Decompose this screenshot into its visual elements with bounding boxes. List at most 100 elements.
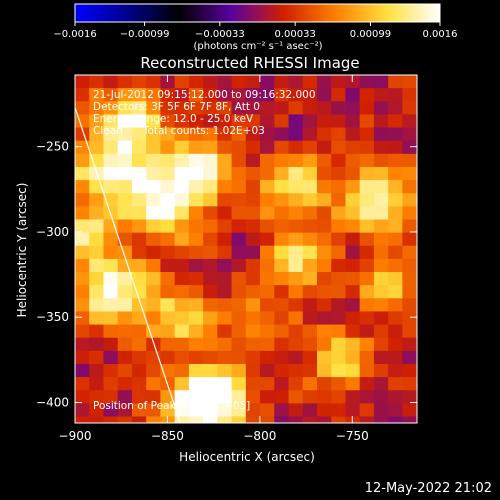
heatmap-cell	[331, 272, 347, 286]
heatmap-cell	[373, 403, 389, 418]
heatmap-cell	[274, 88, 290, 102]
heatmap-cell	[359, 127, 375, 142]
heatmap-cell	[388, 127, 403, 142]
heatmap-cell	[388, 245, 403, 260]
heatmap-cell	[188, 180, 204, 194]
heatmap-cell	[402, 285, 417, 299]
heatmap-cell	[231, 272, 247, 286]
heatmap-cell	[231, 377, 247, 391]
heatmap-cell	[75, 272, 90, 286]
heatmap-cell	[89, 245, 105, 260]
heatmap-cell	[160, 390, 176, 404]
heatmap-cell	[131, 193, 147, 207]
heatmap-cell	[416, 180, 417, 194]
heatmap-cell	[274, 324, 290, 339]
heatmap-cell	[188, 285, 204, 299]
heatmap-cell	[316, 180, 332, 194]
heatmap-cell	[316, 127, 332, 142]
heatmap-cell	[373, 363, 389, 378]
heatmap-cell	[174, 403, 190, 418]
heatmap-cell	[89, 324, 105, 339]
heatmap-cell	[316, 285, 332, 299]
heatmap-cell	[103, 245, 119, 260]
colorbar	[74, 3, 441, 23]
heatmap-cell	[89, 219, 105, 234]
heatmap-cell	[117, 285, 133, 299]
heatmap-cell	[388, 114, 403, 129]
heatmap-cell	[75, 206, 90, 221]
heatmap-cell	[160, 311, 176, 326]
heatmap-cell	[188, 127, 204, 142]
heatmap-cell	[274, 311, 290, 326]
heatmap-cell	[103, 232, 119, 247]
heatmap-cell	[174, 298, 190, 313]
y-tick-label: −300	[36, 225, 69, 239]
heatmap-cell	[174, 180, 190, 194]
heatmap-cell	[174, 88, 190, 102]
heatmap-cell	[302, 166, 318, 181]
heatmap-cell	[331, 337, 347, 352]
heatmap-cell	[160, 245, 176, 260]
heatmap-cell	[402, 377, 417, 391]
heatmap-cell	[75, 377, 90, 391]
heatmap-cell	[416, 166, 417, 181]
heatmap-cell	[174, 350, 190, 365]
heatmap-cell	[302, 153, 318, 168]
heatmap-cell	[345, 101, 361, 116]
heatmap-cell	[359, 245, 375, 260]
heatmap-cell	[117, 272, 133, 286]
heatmap-cell	[388, 88, 403, 102]
annotation-time-range: 21-Jul-2012 09:15:12.000 to 09:16:32.000	[93, 89, 316, 101]
heatmap-cell	[188, 153, 204, 168]
heatmap-cell	[331, 114, 347, 129]
heatmap-cell	[416, 219, 417, 234]
heatmap-cell	[103, 127, 119, 142]
heatmap-cell	[146, 416, 162, 423]
heatmap-cell	[316, 272, 332, 286]
heatmap-cell	[160, 350, 176, 365]
heatmap-cell	[160, 206, 176, 221]
heatmap-cell	[103, 324, 119, 339]
heatmap-cell	[75, 180, 90, 194]
colorbar-tick-label: 0.0016	[423, 29, 458, 40]
heatmap-cell	[288, 206, 304, 221]
heatmap-cell	[188, 193, 204, 207]
heatmap-cell	[117, 232, 133, 247]
heatmap-cell	[388, 180, 403, 194]
heatmap-cell	[402, 180, 417, 194]
heatmap-cell	[373, 324, 389, 339]
heatmap-cell	[217, 101, 233, 116]
heatmap-cell	[416, 337, 417, 352]
heatmap-cell	[402, 219, 417, 234]
heatmap-cell	[188, 232, 204, 247]
heatmap-cell	[117, 193, 133, 207]
heatmap-cell	[402, 416, 417, 423]
heatmap-cell	[260, 206, 275, 221]
heatmap-cell	[188, 403, 204, 418]
heatmap-cell	[203, 127, 218, 142]
heatmap-cell	[188, 272, 204, 286]
y-tick-label: −350	[36, 310, 69, 324]
heatmap-cell	[160, 140, 176, 155]
heatmap-cell	[345, 311, 361, 326]
heatmap-cell	[131, 140, 147, 155]
heatmap-cell	[302, 180, 318, 194]
heatmap-cell	[117, 350, 133, 365]
heatmap-cell	[302, 193, 318, 207]
heatmap-cell	[345, 416, 361, 423]
heatmap-cell	[217, 350, 233, 365]
heatmap-cell	[131, 377, 147, 391]
heatmap-cell	[174, 258, 190, 273]
colorbar-unit-label: (photons cm⁻² s⁻¹ asec⁻²)	[193, 41, 322, 52]
heatmap-cell	[160, 219, 176, 234]
heatmap-cell	[359, 311, 375, 326]
heatmap-cell	[402, 166, 417, 181]
heatmap-cell	[75, 416, 90, 423]
heatmap-cell	[345, 140, 361, 155]
heatmap-cell	[331, 140, 347, 155]
heatmap-cell	[388, 350, 403, 365]
heatmap-cell	[174, 272, 190, 286]
heatmap-cell	[217, 166, 233, 181]
heatmap-cell	[288, 193, 304, 207]
heatmap-cell	[203, 114, 218, 129]
